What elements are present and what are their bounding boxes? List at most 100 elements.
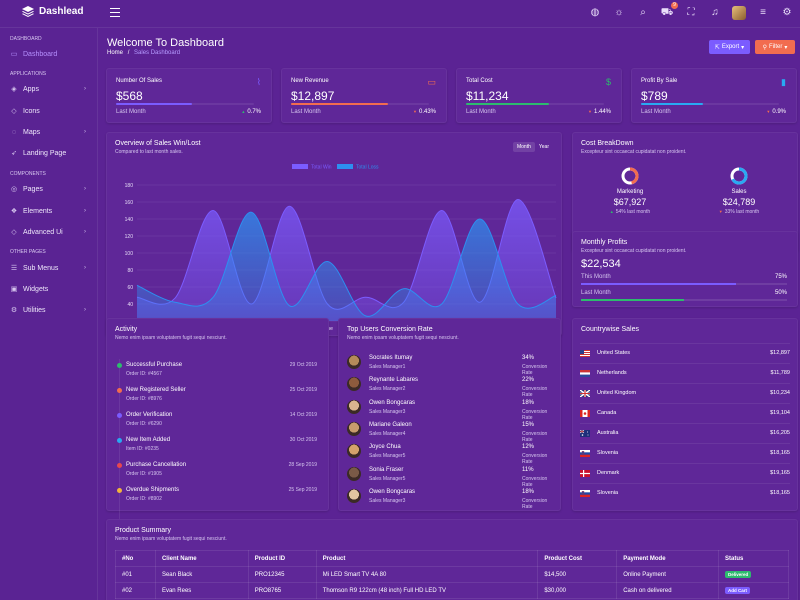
stat-change-value: 1.44% (593, 109, 611, 115)
stat-progress-bar (466, 103, 604, 105)
table-cell-text: Thomson R9 122cm (48 inch) Full HD LED T… (322, 587, 446, 594)
ca-flag-icon (580, 410, 590, 417)
sidebar-item-utilities[interactable]: ⚙ Utilities › (0, 303, 98, 317)
sidebar-item-widgets[interactable]: ▣ Widgets (0, 282, 98, 296)
au-flag-icon (580, 430, 590, 437)
export-icon: ⇱ (714, 44, 720, 51)
activity-order-id: Order ID: #1905 (126, 471, 162, 477)
user-role: Sales Manager1 (369, 364, 406, 370)
stat-period: Last Month (641, 109, 671, 115)
search-icon[interactable]: ⌕ (640, 7, 646, 18)
user-item: Sonia Fraser Sales Manager5 11% Conversion … (347, 466, 553, 488)
activity-title: Successful Purchase (126, 362, 183, 368)
country-row: Denmark $19,165 (580, 463, 790, 483)
conversion-value: 18% (522, 399, 535, 406)
legend-label: Total Win (311, 165, 332, 171)
cost-label: Sales (731, 189, 747, 195)
sidebar-item-landing-page[interactable]: ➶ Landing Page (0, 146, 98, 160)
countrywise-sales-card: Countrywise Sales United States $12,897 Ne… (572, 318, 798, 511)
stat-change-value: 0.7% (247, 109, 261, 115)
cart-badge: 9 (671, 2, 678, 9)
stat-value: $789 (641, 89, 668, 103)
country-name: Netherlands (597, 370, 627, 376)
country-sales-value: $11,789 (770, 370, 790, 376)
country-row: Slovenia $18,165 (580, 443, 790, 463)
filter-button[interactable]: ⚲ Filter ▾ (755, 40, 795, 54)
activity-title: New Registered Seller (126, 387, 186, 393)
cost-note: ▼ 33% last month (699, 209, 779, 215)
sidebar-item-advanced-ui[interactable]: ◇ Advanced Ui › (0, 225, 98, 239)
breadcrumb: Home / Sales Dashboard (107, 50, 180, 56)
table-cell: PRO8765 (247, 582, 317, 599)
app-logo[interactable]: Dashlead (22, 6, 83, 17)
country-sales-value: $16,205 (770, 430, 790, 436)
menu-icon[interactable]: ≡ (760, 7, 766, 18)
table-header-cell: Product (315, 550, 539, 567)
chevron-right-icon: › (84, 129, 86, 135)
user-role: Sales Manager5 (369, 475, 406, 482)
stat-card: Number Of Sales $568 ⌇ Last Month ▲ 0.7% (106, 68, 272, 123)
user-role: Sales Manager5 (369, 453, 406, 460)
stat-change-value: 0.43% (418, 109, 436, 115)
sidebar-item-label: Icons (23, 107, 40, 115)
table-header-cell: Status (718, 550, 789, 567)
export-button[interactable]: ⇱ Export ▾ (709, 40, 750, 54)
sidebar-item-maps[interactable]: ◌ Maps › (0, 125, 98, 139)
sidebar-item-pages[interactable]: ◎ Pages › (0, 182, 98, 196)
stat-card: Total Cost $11,234 $ Last Month ▼ 1.44% (456, 68, 622, 123)
conversion-label: Conversion Rate (522, 386, 548, 399)
table-row: #02 Evan Rees PRO8765 Thomson R9 122cm (48 … (115, 582, 789, 599)
arrow-down-icon: ▼ (718, 209, 723, 214)
breadcrumb-home[interactable]: Home (107, 50, 124, 56)
sidebar-item-sub-menus[interactable]: ☰ Sub Menus › (0, 261, 98, 275)
sidebar-item-elements[interactable]: ❖ Elements › (0, 204, 98, 218)
activity-item: New Registered Seller Order ID: #8976 25 O… (117, 386, 317, 408)
tab-month[interactable]: Month (512, 142, 535, 152)
us-flag-icon (580, 350, 590, 357)
stat-change: ▼ 0.43% (413, 109, 436, 115)
globe-icon[interactable]: ◍ (590, 7, 600, 18)
chart-icon: ⌇ (256, 77, 261, 87)
user-name: Owen Bongcaras (369, 488, 416, 495)
sidebar-item-icons[interactable]: ◇ Icons (0, 104, 98, 118)
gear-icon: ⚙ (10, 307, 18, 314)
sidebar-item-dashboard[interactable]: ▭ Dashboard (0, 47, 98, 61)
activity-title: Order Verification (126, 412, 173, 418)
status-badge[interactable]: Add Cart (725, 587, 751, 594)
table-cell: #02 (115, 582, 156, 599)
table-cell-text: #01 (122, 571, 133, 578)
cost-label: Marketing (616, 189, 644, 195)
tab-year[interactable]: Year (538, 144, 549, 150)
stat-period: Last Month (116, 109, 146, 115)
conversion-label: Conversion Rate (522, 497, 548, 510)
gear-icon[interactable]: ⚙ (782, 7, 792, 18)
rocket-icon: ➶ (11, 150, 17, 157)
conversion-label: Conversion Rate (522, 453, 548, 466)
bell-icon[interactable]: ♫ (711, 7, 719, 18)
table-cell: $30,000 (537, 582, 618, 599)
stat-change: ▲ 0.7% (241, 109, 261, 115)
hamburger-menu-button[interactable] (110, 8, 120, 17)
cart-icon[interactable]: ⛟ 9 (660, 2, 678, 20)
activity-date: 14 Oct 2019 (289, 412, 317, 418)
country-name: Denmark (597, 470, 620, 476)
table-cell: Mi LED Smart TV 4A 80 (315, 566, 539, 583)
series-line (136, 211, 557, 317)
table-cell-text: PRO8765 (254, 587, 282, 594)
user-item: Owen Bongcaras Sales Manager3 18% Conversio… (347, 399, 553, 421)
page-title: Welcome To Dashboard (107, 37, 224, 49)
activity-item: New Item Added Item ID: #0235 30 Oct 2019 (117, 436, 317, 458)
country-sales-value: $19,104 (770, 410, 790, 416)
sun-icon[interactable]: ☼ (614, 7, 624, 18)
sidebar-item-apps[interactable]: ◈ Apps › (0, 82, 98, 96)
box-icon: ❖ (10, 208, 18, 215)
arrow-down-icon: ▼ (766, 109, 771, 114)
expand-icon[interactable]: ⛶ (687, 7, 695, 18)
sidebar-item-label: Maps (23, 128, 41, 136)
user-role: Sales Manager2 (369, 386, 406, 393)
legend-swatch (292, 164, 308, 169)
layers-icon: ◇ (11, 108, 17, 115)
activity-date: 30 Oct 2019 (289, 437, 317, 443)
status-dot (117, 363, 122, 368)
avatar[interactable] (732, 6, 746, 20)
